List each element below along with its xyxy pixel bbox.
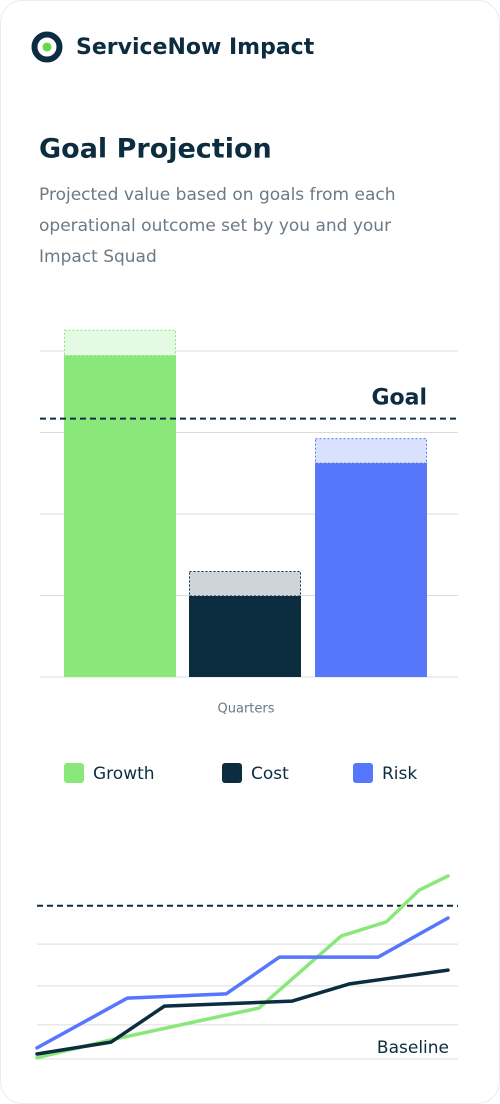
bar: [315, 462, 427, 677]
projection-bar: [64, 329, 176, 357]
bar: [64, 355, 176, 677]
legend-label: Cost: [251, 764, 289, 784]
legend-label: Growth: [93, 764, 155, 784]
x-axis-label: Quarters: [218, 702, 275, 717]
goal-label: Goal: [371, 386, 427, 411]
line: [35, 874, 450, 1060]
bar: [189, 595, 301, 677]
subtitle-line: operational outcome set by you and your: [39, 216, 391, 236]
logo: [31, 31, 63, 63]
section-title: Goal Projection: [39, 134, 272, 165]
app-title: ServiceNow Impact: [76, 35, 315, 60]
subtitle-line: Projected value based on goals from each: [39, 185, 396, 205]
legend-swatch: [64, 763, 84, 783]
projection-bar: [315, 438, 427, 464]
legend-swatch: [222, 763, 242, 783]
baseline-label: Baseline: [377, 1038, 449, 1058]
legend-label: Risk: [382, 764, 417, 784]
projection-bar: [189, 571, 301, 597]
subtitle-line: Impact Squad: [39, 247, 157, 267]
line: [35, 916, 450, 1050]
legend-swatch: [353, 763, 373, 783]
line: [35, 968, 450, 1056]
